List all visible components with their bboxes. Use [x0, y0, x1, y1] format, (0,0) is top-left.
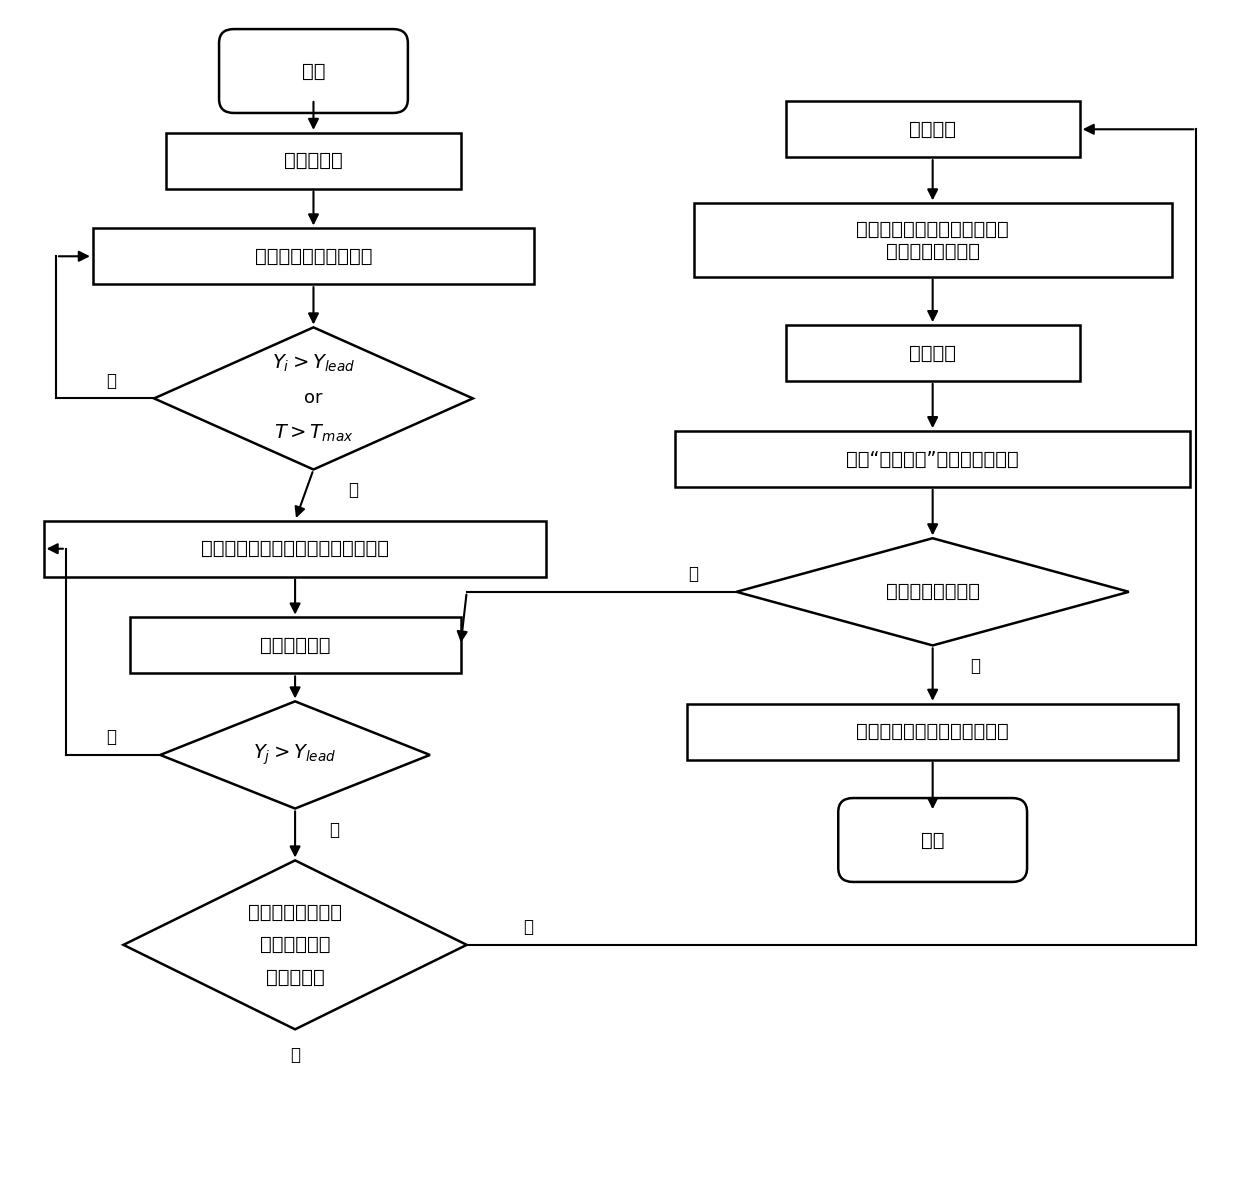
Text: 头狼寻猎: 头狼寻猎 — [909, 343, 956, 362]
FancyBboxPatch shape — [219, 29, 408, 113]
Text: 开始: 开始 — [301, 61, 325, 80]
FancyBboxPatch shape — [838, 798, 1027, 882]
Text: 选取对应输出功率最大的人工
狼为当前头狼位置: 选取对应输出功率最大的人工 狼为当前头狼位置 — [857, 219, 1009, 261]
Text: 是: 是 — [107, 729, 117, 746]
Text: or: or — [304, 389, 322, 408]
Text: 执行“强者生存”的狼群更新机制: 执行“强者生存”的狼群更新机制 — [846, 449, 1019, 468]
Text: $Y_j$$>$$Y_{lead}$: $Y_j$$>$$Y_{lead}$ — [253, 743, 337, 768]
Bar — [129, 618, 460, 673]
Text: 是: 是 — [347, 481, 357, 500]
Text: $T$$>$$T_{max}$: $T$$>$$T_{max}$ — [274, 423, 353, 444]
Text: 猛狼与头狼的距离: 猛狼与头狼的距离 — [248, 903, 342, 922]
Text: 否: 否 — [330, 821, 340, 838]
Text: 结束: 结束 — [921, 830, 945, 850]
Text: 是否小于预先: 是否小于预先 — [260, 935, 330, 954]
Text: 满足算法结束条件: 满足算法结束条件 — [885, 582, 980, 601]
Text: 更新当前头狼位置，并发起召唤行为: 更新当前头狼位置，并发起召唤行为 — [201, 539, 389, 558]
Text: 设定的阈値: 设定的阈値 — [265, 968, 325, 987]
Bar — [166, 133, 460, 189]
Bar — [785, 325, 1080, 381]
Polygon shape — [160, 702, 430, 809]
Text: 否: 否 — [107, 371, 117, 390]
Text: 输出头狼位置，即最大功率点: 输出头狼位置，即最大功率点 — [857, 723, 1009, 742]
Bar — [785, 101, 1080, 157]
Bar — [43, 521, 547, 577]
Text: 探狼变步长变方向游走: 探狼变步长变方向游走 — [254, 246, 372, 265]
Text: 是: 是 — [971, 658, 981, 676]
Text: 否: 否 — [290, 1046, 300, 1063]
Text: 猛狼避劣奔袭: 猛狼避劣奔袭 — [260, 635, 330, 654]
Bar — [93, 229, 534, 284]
Polygon shape — [737, 539, 1128, 645]
Bar — [687, 704, 1178, 759]
Bar — [675, 432, 1190, 487]
Text: $Y_i$$>$$Y_{lead}$: $Y_i$$>$$Y_{lead}$ — [272, 353, 355, 374]
Text: 是: 是 — [523, 918, 533, 936]
Polygon shape — [154, 328, 472, 469]
Text: 猛狼围攻: 猛狼围攻 — [909, 120, 956, 139]
Text: 狼群初始化: 狼群初始化 — [284, 151, 342, 170]
Polygon shape — [124, 861, 466, 1029]
Bar — [693, 203, 1172, 277]
Text: 否: 否 — [688, 566, 698, 584]
